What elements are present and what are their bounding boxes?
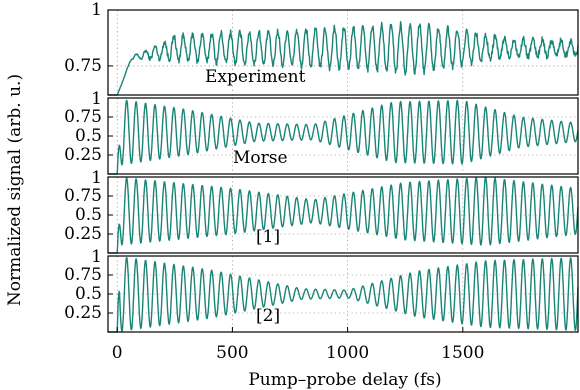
series-line-morse (108, 99, 579, 175)
y-tick-label-top-3: 1 (91, 247, 102, 267)
series-line-experiment (108, 21, 579, 96)
y-tick-label-ref2-1: 0.5 (75, 284, 102, 304)
panel-label-ref2: [2] (256, 306, 280, 326)
panel-ref1: 0.750.50.25 [1] (64, 176, 579, 254)
panel-ref2: 0.750.50.25 [2] (64, 255, 579, 333)
y-tick-label-experiment-1: 0.75 (64, 56, 102, 76)
panel-label-morse: Morse (233, 148, 288, 168)
y-axis-title: Normalized signal (arb. u.) (5, 74, 25, 306)
y-tick-label-top-1: 1 (91, 89, 102, 109)
y-tick-label-ref2-2: 0.25 (64, 303, 102, 323)
y-tick-label-morse-1: 0.5 (75, 126, 102, 146)
y-tick-label-ref1-1: 0.5 (75, 205, 102, 225)
y-tick-label-ref2-0: 0.75 (64, 265, 102, 285)
x-tick-label-3: 1500 (441, 343, 484, 363)
y-tick-label-top-2: 1 (91, 168, 102, 188)
y-tick-label-morse-2: 0.25 (64, 145, 102, 165)
panel-frame-ref2 (107, 255, 579, 333)
panel-morse: 0.750.50.25 Morse (64, 97, 579, 175)
panel-experiment: 1 0.75 Experiment (64, 0, 579, 96)
series-line-ref2 (108, 257, 579, 333)
panel-frame-experiment (107, 9, 579, 96)
x-tick-label-0: 0 (112, 343, 123, 363)
panel-label-experiment: Experiment (205, 67, 306, 87)
y-tick-label-ref1-2: 0.25 (64, 224, 102, 244)
series-line-ref1 (108, 176, 579, 254)
panel-frame-morse (107, 97, 579, 175)
x-tick-label-1: 500 (216, 343, 248, 363)
x-axis-title: Pump–probe delay (fs) (248, 370, 441, 390)
panel-label-ref1: [1] (256, 227, 280, 247)
y-tick-label-experiment-0: 1 (91, 0, 102, 20)
y-tick-label-morse-0: 0.75 (64, 107, 102, 127)
x-tick-label-2: 1000 (326, 343, 369, 363)
y-tick-label-ref1-0: 0.75 (64, 186, 102, 206)
panel-frame-ref1 (107, 176, 579, 254)
